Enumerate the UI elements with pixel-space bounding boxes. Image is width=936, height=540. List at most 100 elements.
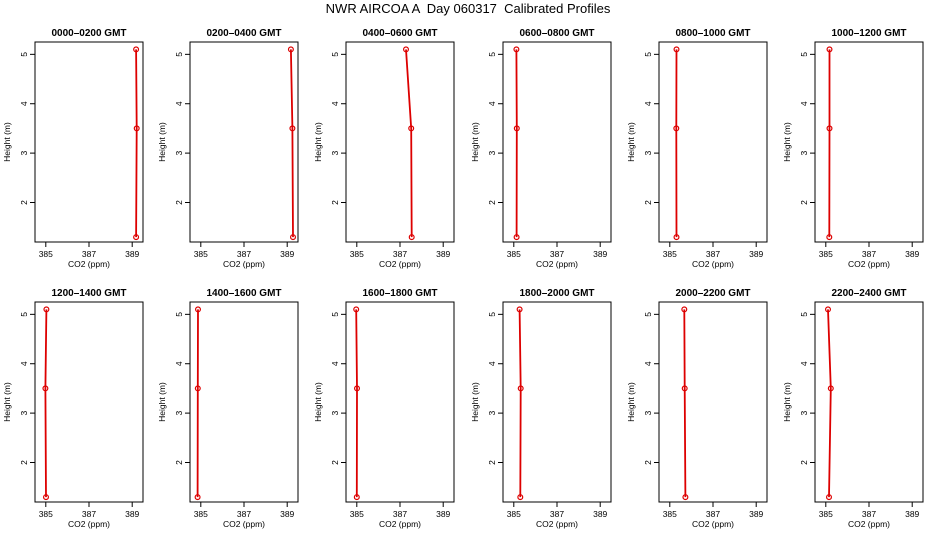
y-tick-label: 5 [487,312,497,317]
plot-frame [34,41,144,243]
profile-point [133,125,140,132]
x-tick-label: 385 [507,509,521,519]
profile-line [135,49,138,238]
y-tick-label: 5 [799,312,809,317]
profile-point [681,306,688,313]
y-tick-label: 3 [643,150,653,155]
x-tick-label: 385 [39,249,53,259]
y-tick-label: 4 [19,361,29,366]
y-tick-label: 3 [174,410,184,415]
profile-point [826,125,833,132]
y-tick-label: 2 [330,460,340,465]
x-tick-label: 385 [819,509,833,519]
plot-frame [658,301,768,503]
profile-point [673,234,680,241]
profile-point [513,46,520,53]
y-axis-label: Height (m) [2,122,12,162]
profile-point [516,306,523,313]
panel-title: 0400–0600 GMT [362,28,437,39]
profile-point [517,494,524,501]
panel-title: 1200–1400 GMT [51,288,126,299]
profile-point [194,385,201,392]
x-tick-label: 387 [82,249,96,259]
y-axis-label: Height (m) [782,382,792,422]
profile-point [133,234,140,241]
y-tick-label: 4 [487,101,497,106]
x-axis-label: CO2 (ppm) [848,519,890,529]
profile-point [673,46,680,53]
x-tick-label: 387 [706,509,720,519]
x-tick-label: 389 [436,249,450,259]
y-tick-label: 5 [643,52,653,57]
y-tick-label: 5 [330,52,340,57]
panel-title: 1000–1200 GMT [831,28,906,39]
y-tick-label: 5 [330,312,340,317]
profile-line [827,309,832,498]
y-tick-label: 3 [330,410,340,415]
y-axis-label: Height (m) [157,122,167,162]
x-tick-label: 385 [350,249,364,259]
y-axis-label: Height (m) [313,122,323,162]
x-tick-label: 389 [125,249,139,259]
profile-point [353,306,360,313]
y-tick-label: 4 [330,361,340,366]
profile-point [826,234,833,241]
y-tick-label: 2 [643,460,653,465]
y-tick-label: 3 [643,410,653,415]
profile-point [825,494,832,501]
y-tick-label: 4 [799,361,809,366]
plot-frame [189,41,299,243]
profile-point [290,234,297,241]
panel-title: 2000–2200 GMT [675,288,750,299]
y-tick-label: 5 [174,52,184,57]
x-tick-label: 385 [194,509,208,519]
x-axis-label: CO2 (ppm) [223,259,265,269]
y-tick-label: 3 [330,150,340,155]
x-tick-label: 387 [862,249,876,259]
profile-point [42,385,49,392]
profile-point [673,125,680,132]
panel-title: 1800–2000 GMT [519,288,594,299]
x-tick-label: 387 [393,509,407,519]
x-tick-label: 387 [550,249,564,259]
panel-title: 0200–0400 GMT [206,28,281,39]
profile-point [194,494,201,501]
y-tick-label: 4 [487,361,497,366]
profile-point [42,494,49,501]
profile-point [682,494,689,501]
profile-point [289,125,296,132]
x-tick-label: 387 [393,249,407,259]
y-tick-label: 5 [487,52,497,57]
x-tick-label: 389 [749,249,763,259]
y-tick-label: 2 [19,200,29,205]
profile-point [408,234,415,241]
x-tick-label: 385 [194,249,208,259]
panel-title: 1600–1800 GMT [362,288,437,299]
y-tick-label: 2 [174,460,184,465]
panel-title: 0800–1000 GMT [675,28,750,39]
x-tick-label: 389 [905,249,919,259]
x-tick-label: 385 [663,509,677,519]
x-tick-label: 389 [436,509,450,519]
profile-point [681,385,688,392]
x-axis-label: CO2 (ppm) [379,519,421,529]
y-tick-label: 2 [330,200,340,205]
y-tick-label: 5 [174,312,184,317]
plot-frame [658,41,768,243]
plot-frame [189,301,299,503]
plot-frame [34,301,144,503]
x-tick-label: 389 [905,509,919,519]
y-tick-label: 5 [19,52,29,57]
y-tick-label: 3 [19,150,29,155]
x-tick-label: 389 [593,249,607,259]
x-tick-label: 389 [125,509,139,519]
y-axis-label: Height (m) [470,382,480,422]
profile-line [405,49,413,238]
plot-frame [345,41,455,243]
x-tick-label: 385 [350,509,364,519]
y-tick-label: 2 [487,460,497,465]
x-axis-label: CO2 (ppm) [68,259,110,269]
profile-point [133,46,140,53]
profile-point [824,306,831,313]
